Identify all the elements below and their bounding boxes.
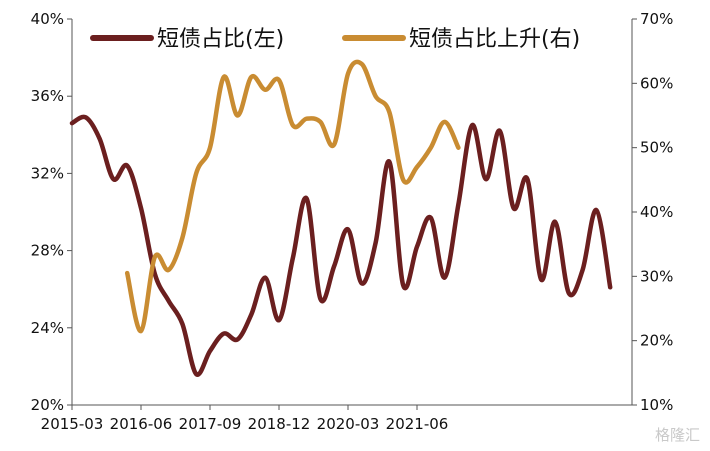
left-tick-label: 32% (31, 164, 64, 182)
left-tick-label: 20% (31, 396, 64, 414)
legend: 短债占比(左) 短债占比上升(右) (90, 27, 580, 52)
legend-label-short-debt-share: 短债占比(左) (157, 27, 284, 52)
right-tick-label: 70% (640, 10, 673, 28)
series-line-short-debt-share (69, 114, 613, 377)
left-tick-label: 28% (31, 242, 64, 260)
right-tick-label: 10% (640, 396, 673, 414)
x-tick-label: 2020-03 (317, 415, 380, 433)
x-tick-label: 2015-03 (41, 415, 104, 433)
legend-label-short-debt-share-rise: 短债占比上升(右) (409, 27, 580, 52)
x-tick-label: 2021-06 (386, 415, 449, 433)
right-tick-label: 60% (640, 74, 673, 92)
watermark-logo: 格隆汇 (654, 426, 700, 444)
axes: 20% 24% 28% 32% 36% 40% 10% 20% 30% 40% 50% 60% 70% 2… (31, 10, 674, 433)
left-tick-label: 24% (31, 319, 64, 337)
left-tick-label: 36% (31, 87, 64, 105)
right-tick-label: 20% (640, 332, 673, 350)
x-tick-label: 2018-12 (248, 415, 311, 433)
right-tick-label: 50% (640, 139, 673, 157)
x-tick-label: 2017-09 (179, 415, 242, 433)
series-lines (69, 59, 613, 377)
right-tick-label: 30% (640, 267, 673, 285)
x-tick-label: 2016-06 (110, 415, 173, 433)
right-tick-label: 40% (640, 203, 673, 221)
left-tick-label: 40% (31, 10, 64, 28)
series-line-short-debt-share-rise (124, 59, 461, 334)
